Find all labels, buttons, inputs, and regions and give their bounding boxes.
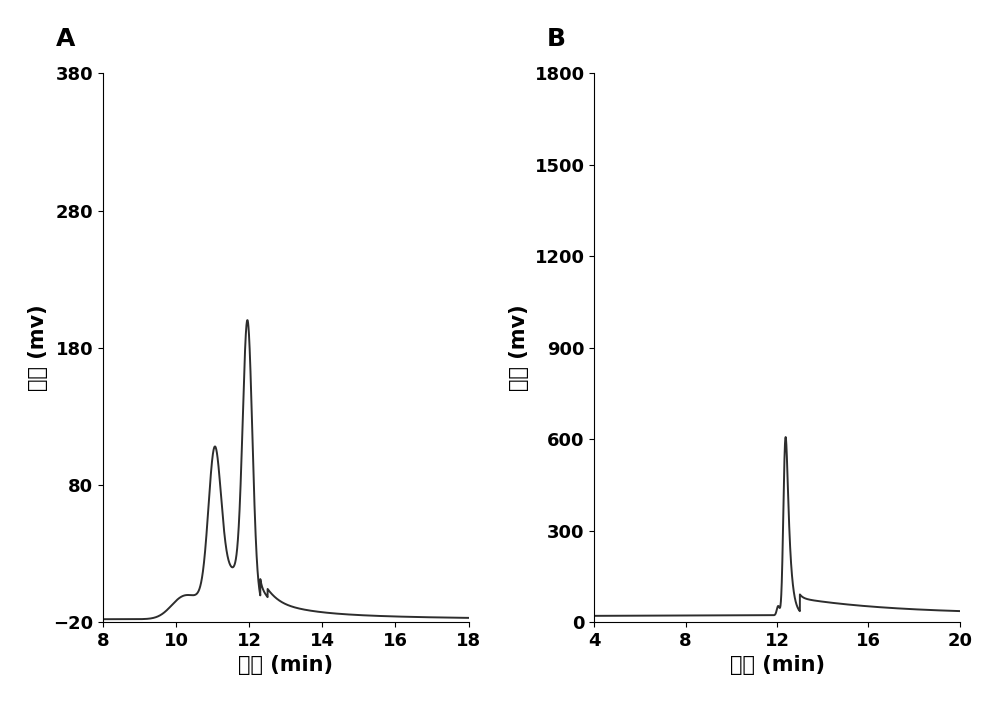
Y-axis label: 电压 (mv): 电压 (mv) (509, 304, 529, 391)
Text: B: B (547, 27, 566, 51)
X-axis label: 时间 (min): 时间 (min) (238, 655, 333, 675)
X-axis label: 时间 (min): 时间 (min) (730, 655, 825, 675)
Y-axis label: 电压 (mv): 电压 (mv) (28, 304, 48, 391)
Text: A: A (56, 27, 75, 51)
